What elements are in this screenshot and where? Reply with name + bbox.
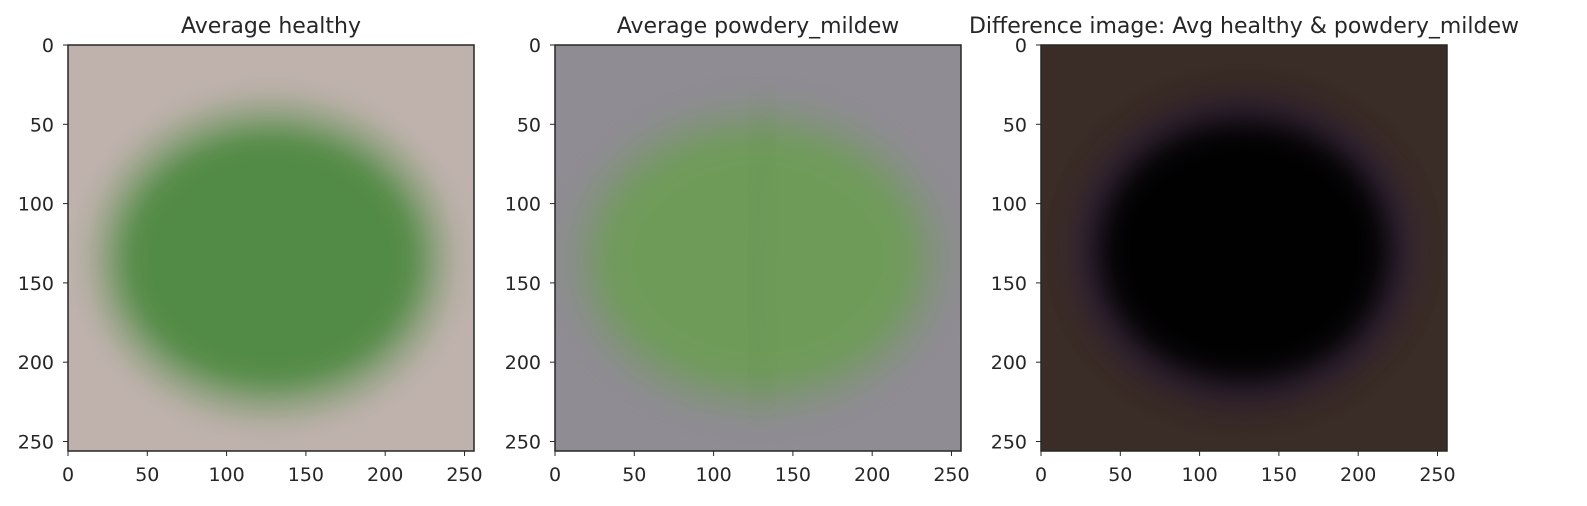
x-tick-label: 0 bbox=[62, 464, 74, 486]
y-tick-label: 250 bbox=[505, 431, 541, 453]
panel-1: Average healthy 0 50 100 150 200 250 0 50 100 150 2… bbox=[18, 14, 483, 486]
leaf-blob bbox=[117, 127, 425, 391]
x-tick-label: 150 bbox=[775, 464, 811, 486]
y-tick-label: 50 bbox=[30, 114, 54, 136]
x-tick-label: 0 bbox=[549, 464, 561, 486]
x-tick-label: 250 bbox=[446, 464, 482, 486]
y-tick-label: 100 bbox=[505, 194, 541, 216]
image-2 bbox=[555, 45, 961, 451]
x-tick-label: 0 bbox=[1035, 464, 1047, 486]
y-tick-label: 200 bbox=[991, 352, 1027, 374]
y-tick-label: 0 bbox=[42, 35, 54, 57]
x-tick-label: 100 bbox=[695, 464, 731, 486]
x-tick-label: 250 bbox=[1419, 464, 1455, 486]
y-tick-label: 100 bbox=[18, 194, 54, 216]
axes-frame bbox=[67, 44, 475, 452]
leaf-vein bbox=[751, 107, 773, 403]
image-3 bbox=[1041, 45, 1447, 451]
y-tick-label: 150 bbox=[18, 273, 54, 295]
y-tick-label: 100 bbox=[991, 194, 1027, 216]
panel-3: Difference image: Avg healthy & powdery_… bbox=[969, 14, 1519, 486]
image-1 bbox=[68, 45, 474, 451]
y-tick-label: 250 bbox=[991, 431, 1027, 453]
x-tick-label: 150 bbox=[288, 464, 324, 486]
axes-frame bbox=[1040, 44, 1448, 452]
x-tick-label: 50 bbox=[622, 464, 646, 486]
x-tick-label: 200 bbox=[367, 464, 403, 486]
x-tick-label: 200 bbox=[854, 464, 890, 486]
y-tick-label: 200 bbox=[505, 352, 541, 374]
y-tick-label: 150 bbox=[991, 273, 1027, 295]
x-tick-label: 250 bbox=[933, 464, 969, 486]
x-tick-label: 50 bbox=[135, 464, 159, 486]
y-tick-label: 0 bbox=[529, 35, 541, 57]
panel-title: Average healthy bbox=[181, 14, 361, 39]
y-tick-label: 50 bbox=[1003, 114, 1027, 136]
y-tick-label: 150 bbox=[505, 273, 541, 295]
panel-title: Difference image: Avg healthy & powdery_… bbox=[969, 14, 1519, 39]
axes-frame bbox=[554, 44, 962, 452]
panel-title: Average powdery_mildew bbox=[617, 14, 899, 39]
y-tick-label: 0 bbox=[1015, 35, 1027, 57]
x-tick-label: 100 bbox=[208, 464, 244, 486]
x-tick-label: 150 bbox=[1261, 464, 1297, 486]
y-tick-label: 250 bbox=[18, 431, 54, 453]
panel-2: Average powdery_mildew 0 50 100 150 200 250 0 50… bbox=[505, 14, 970, 486]
x-tick-label: 100 bbox=[1181, 464, 1217, 486]
y-tick-label: 50 bbox=[517, 114, 541, 136]
x-tick-label: 200 bbox=[1340, 464, 1376, 486]
leaf-blob bbox=[1098, 119, 1390, 383]
x-tick-label: 50 bbox=[1108, 464, 1132, 486]
y-tick-label: 200 bbox=[18, 352, 54, 374]
